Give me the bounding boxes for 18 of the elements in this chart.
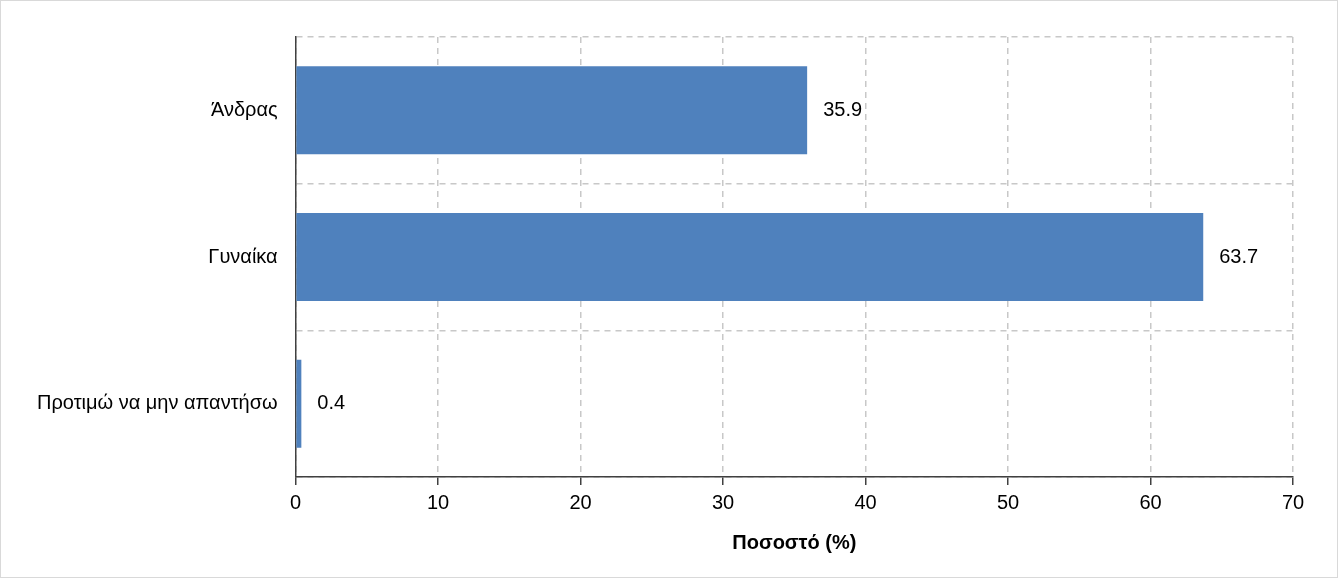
- data-label: 35.9: [823, 97, 863, 120]
- x-tick-label: 10: [427, 490, 450, 513]
- y-tick-label: Γυναίκα: [208, 244, 278, 267]
- y-tick-label: Προτιμώ να μην απαντήσω: [36, 391, 278, 414]
- x-tick-label: 30: [711, 490, 735, 513]
- x-tick-label: 20: [569, 490, 592, 513]
- data-label: 0.4: [317, 391, 346, 414]
- bar: [296, 213, 1204, 301]
- x-axis-title: Ποσοστό (%): [732, 530, 857, 553]
- x-tick-label: 40: [854, 490, 877, 513]
- x-tick-label: 0: [290, 490, 302, 513]
- x-tick-label: 50: [996, 490, 1020, 513]
- y-tick-label: Άνδρας: [210, 97, 278, 120]
- bar: [296, 359, 302, 448]
- bar: [296, 66, 808, 155]
- x-tick-label: 70: [1281, 490, 1305, 513]
- data-label: 63.7: [1219, 244, 1259, 267]
- x-tick-label: 60: [1139, 490, 1162, 513]
